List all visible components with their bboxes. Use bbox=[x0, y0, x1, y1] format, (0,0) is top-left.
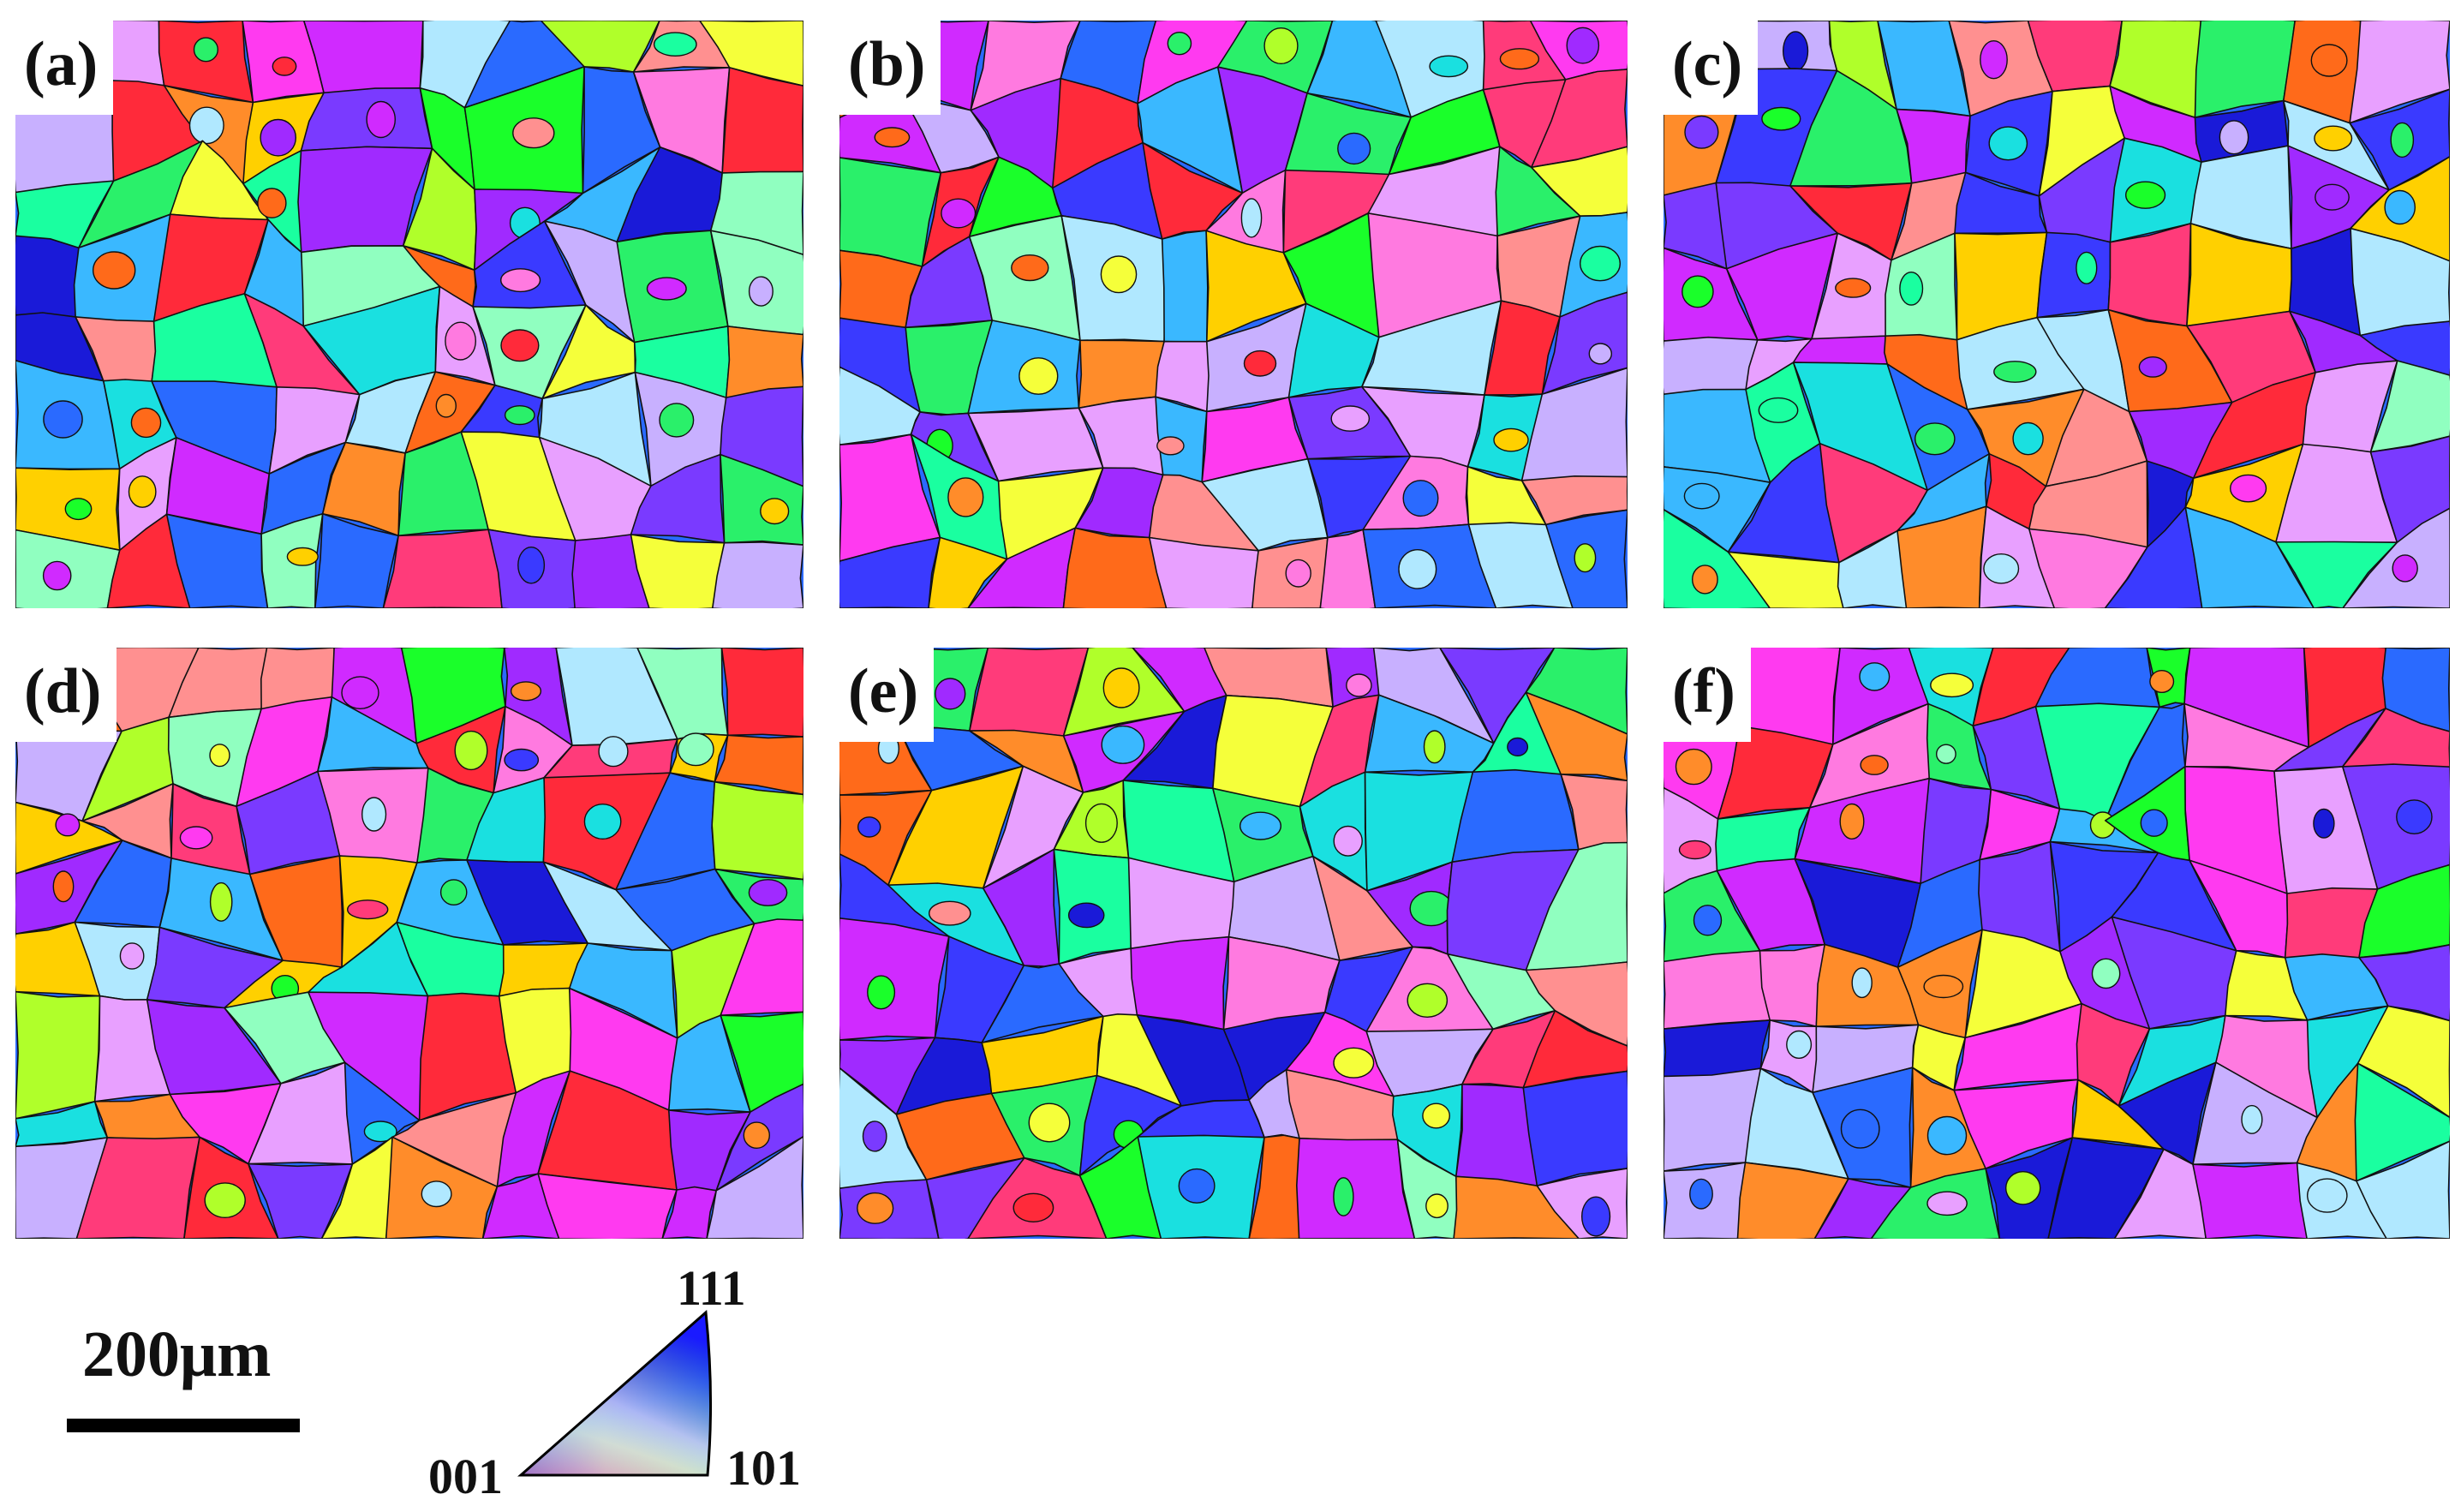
grain-map-e bbox=[839, 648, 1628, 1239]
ebsd-map-a: (a) bbox=[15, 21, 803, 608]
ebsd-map-e: (e) bbox=[839, 648, 1628, 1239]
grain-map-d bbox=[15, 648, 803, 1239]
ipf-label-101: 101 bbox=[726, 1440, 801, 1496]
grain-map-a bbox=[15, 21, 803, 608]
grain-map-b bbox=[839, 21, 1628, 608]
scale-bar bbox=[67, 1419, 300, 1432]
panel-label-b: (b) bbox=[839, 21, 941, 115]
grain-map-f bbox=[1664, 648, 2450, 1239]
ebsd-map-c: (c) bbox=[1664, 21, 2450, 608]
ebsd-map-b: (b) bbox=[839, 21, 1628, 608]
panel-label-d: (d) bbox=[15, 648, 117, 742]
ebsd-map-d: (d) bbox=[15, 648, 803, 1239]
scale-bar-label: 200μm bbox=[82, 1318, 272, 1390]
panel-label-a: (a) bbox=[15, 21, 114, 115]
grain-map-c bbox=[1664, 21, 2450, 608]
panel-label-f: (f) bbox=[1664, 648, 1751, 742]
ipf-color-key bbox=[517, 1309, 713, 1477]
ipf-label-111: 111 bbox=[677, 1260, 746, 1316]
ebsd-map-f: (f) bbox=[1664, 648, 2450, 1239]
ipf-label-001: 001 bbox=[428, 1449, 503, 1504]
panel-label-e: (e) bbox=[839, 648, 935, 742]
panel-label-c: (c) bbox=[1664, 21, 1759, 115]
